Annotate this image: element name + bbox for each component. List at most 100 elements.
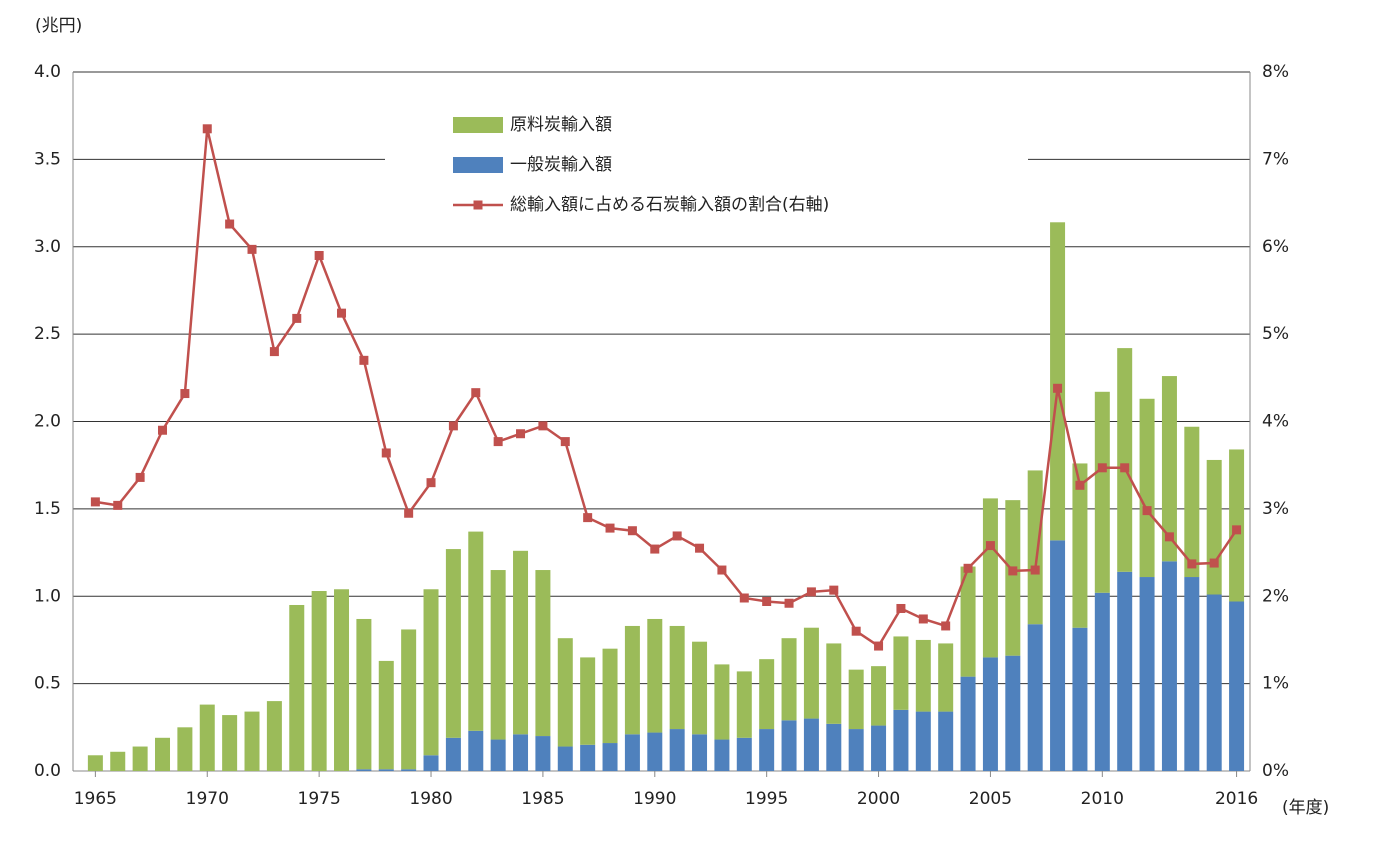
bar: [401, 769, 417, 771]
bar: [647, 732, 663, 771]
y2-tick-label: 6%: [1262, 237, 1289, 257]
line-marker: [247, 244, 257, 254]
bar: [602, 648, 618, 744]
bar: [1094, 391, 1110, 593]
bar: [848, 669, 864, 730]
line-marker: [874, 641, 884, 651]
y2-tick-label: 8%: [1262, 62, 1289, 82]
x-tick-label: 1980: [409, 789, 452, 809]
bar: [714, 739, 730, 771]
x-tick-label: 1970: [186, 789, 229, 809]
bar: [1094, 592, 1110, 771]
line-marker: [851, 626, 861, 636]
line-marker: [1008, 566, 1018, 576]
legend-swatch: [453, 157, 503, 173]
bar: [826, 643, 842, 724]
bar: [378, 769, 394, 771]
bar: [1117, 348, 1133, 572]
y-tick-label: 2.5: [34, 324, 61, 344]
bar: [289, 604, 305, 771]
x-tick-label: 2010: [1081, 789, 1124, 809]
line-marker: [1120, 463, 1130, 473]
line-marker: [717, 565, 727, 575]
line-marker: [1187, 559, 1197, 569]
line-marker: [627, 526, 637, 536]
bar: [87, 755, 103, 771]
bar: [199, 704, 215, 771]
bar: [915, 711, 931, 771]
bar: [669, 729, 685, 771]
bar: [1072, 627, 1088, 771]
bar: [982, 498, 998, 658]
bar: [356, 769, 372, 771]
y-tick-label: 0.0: [34, 761, 61, 781]
bar: [893, 709, 909, 771]
bar: [893, 636, 909, 710]
line-marker: [381, 448, 391, 458]
bar: [490, 570, 506, 740]
line-marker: [1142, 506, 1152, 516]
bar: [1206, 594, 1222, 771]
line-marker: [516, 429, 526, 439]
line-marker: [672, 531, 682, 541]
bar: [736, 737, 752, 771]
bar: [647, 618, 663, 733]
bar: [692, 641, 708, 735]
y2-tick-label: 5%: [1262, 324, 1289, 344]
line: [95, 128, 1238, 648]
legend-label: 原料炭輸入額: [510, 115, 612, 135]
line-marker: [448, 421, 458, 431]
bar: [871, 725, 887, 771]
y-tick-label: 3.5: [34, 149, 61, 169]
x-tick-label: 1975: [298, 789, 341, 809]
line-marker: [1232, 525, 1242, 535]
bar: [1184, 426, 1200, 578]
bar: [401, 629, 417, 770]
y2-tick-label: 1%: [1262, 674, 1289, 694]
bar: [266, 701, 282, 771]
bar: [1005, 655, 1021, 771]
bar: [513, 734, 529, 771]
bar: [759, 729, 775, 771]
y2-tick-label: 4%: [1262, 412, 1289, 432]
line-marker: [560, 437, 570, 447]
bar: [222, 715, 238, 771]
bar: [938, 643, 954, 712]
line-marker: [1097, 463, 1107, 473]
bar: [177, 727, 193, 771]
x-tick-label: 2005: [969, 789, 1012, 809]
bar: [848, 729, 864, 771]
line-marker: [762, 596, 772, 606]
y2-tick-label: 3%: [1262, 499, 1289, 519]
y-tick-label: 4.0: [34, 62, 61, 82]
line-marker: [90, 497, 100, 507]
bar: [423, 589, 439, 756]
line-marker: [605, 523, 615, 533]
bar: [580, 657, 596, 745]
line-marker: [113, 500, 123, 510]
bar: [826, 723, 842, 771]
y-tick-label: 0.5: [34, 674, 61, 694]
x-tick-label: 1990: [633, 789, 676, 809]
bar: [535, 570, 551, 737]
line-marker: [1209, 558, 1219, 568]
bar: [490, 739, 506, 771]
line-marker: [583, 513, 593, 523]
bar: [714, 664, 730, 740]
line-marker: [1164, 532, 1174, 542]
bar: [423, 755, 439, 771]
line-marker: [650, 544, 660, 554]
line-marker: [158, 425, 168, 435]
line-marker: [784, 598, 794, 608]
y2-tick-label: 0%: [1262, 761, 1289, 781]
legend-label: 一般炭輸入額: [510, 155, 612, 175]
line-marker: [426, 478, 436, 488]
bar: [557, 746, 573, 771]
y-tick-label: 1.5: [34, 499, 61, 519]
bar: [580, 744, 596, 771]
bar: [155, 737, 171, 771]
line-marker: [829, 585, 839, 595]
bar: [445, 737, 461, 771]
bar: [535, 736, 551, 771]
